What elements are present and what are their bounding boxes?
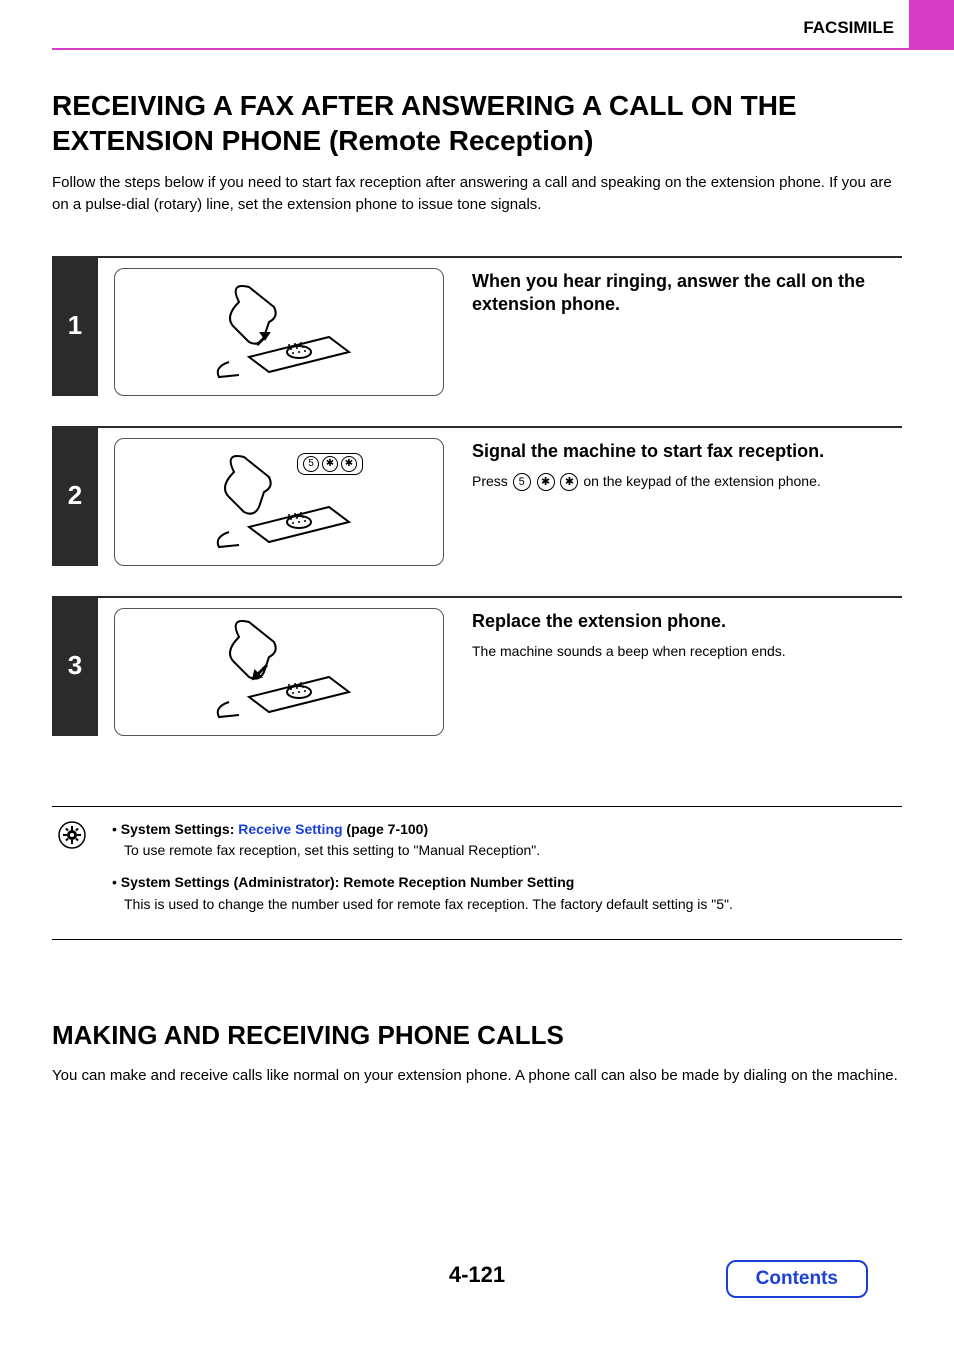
gear-icon-col [52, 819, 92, 926]
step-2-desc-pre: Press [472, 473, 512, 489]
step-2: 2 5 ✱ [52, 426, 902, 566]
step-2-body: 5 ✱ ✱ Signal the machine to start fax re… [98, 426, 902, 566]
step-2-text: Signal the machine to start fax receptio… [472, 438, 902, 566]
system-settings-box: • System Settings: Receive Setting (page… [52, 806, 902, 941]
step-1-body: When you hear ringing, answer the call o… [98, 256, 902, 396]
step-2-desc: Press 5 ✱ ✱ on the keypad of the extensi… [472, 471, 902, 492]
step-3-number: 3 [52, 596, 98, 736]
step-3-body: Replace the extension phone. The machine… [98, 596, 902, 736]
step-3-title: Replace the extension phone. [472, 610, 902, 633]
section-2-body: You can make and receive calls like norm… [52, 1065, 902, 1087]
phone-lift-icon [179, 277, 379, 387]
page-content: RECEIVING A FAX AFTER ANSWERING A CALL O… [0, 0, 954, 1087]
step-3: 3 [52, 596, 902, 736]
inline-key-star-icon: ✱ [537, 473, 555, 491]
settings-item-1: • System Settings: Receive Setting (page… [112, 819, 902, 862]
step-3-desc: The machine sounds a beep when reception… [472, 641, 902, 662]
key-star-icon: ✱ [322, 456, 338, 472]
header-rule [52, 48, 954, 50]
inline-key-star-icon: ✱ [560, 473, 578, 491]
settings-1-pre: System Settings: [121, 821, 238, 837]
phone-replace-icon [179, 617, 379, 727]
settings-2-title: System Settings (Administrator): Remote … [121, 874, 575, 890]
section-2-title: MAKING AND RECEIVING PHONE CALLS [52, 1020, 902, 1051]
step-1-text: When you hear ringing, answer the call o… [472, 268, 902, 396]
step-3-illustration [114, 608, 444, 736]
gear-icon [58, 821, 86, 849]
step-2-illustration: 5 ✱ ✱ [114, 438, 444, 566]
inline-key-5-icon: 5 [513, 473, 531, 491]
intro-text: Follow the steps below if you need to st… [52, 172, 902, 216]
settings-2-sub: This is used to change the number used f… [124, 894, 902, 916]
step-1-illustration [114, 268, 444, 396]
settings-item-2: • System Settings (Administrator): Remot… [112, 872, 902, 915]
section-header: FACSIMILE [803, 18, 894, 38]
step-2-number: 2 [52, 426, 98, 566]
contents-button[interactable]: Contents [726, 1260, 868, 1298]
settings-1-post: (page 7-100) [343, 821, 429, 837]
step-1-number: 1 [52, 256, 98, 396]
settings-1-sub: To use remote fax reception, set this se… [124, 840, 902, 862]
step-2-title: Signal the machine to start fax receptio… [472, 440, 902, 463]
receive-setting-link[interactable]: Receive Setting [238, 821, 342, 837]
step-1: 1 [52, 256, 902, 396]
key-sequence-bubble: 5 ✱ ✱ [297, 453, 363, 475]
key-5-icon: 5 [303, 456, 319, 472]
page-title: RECEIVING A FAX AFTER ANSWERING A CALL O… [52, 88, 902, 158]
section-color-tab [909, 0, 954, 48]
key-star-icon: ✱ [341, 456, 357, 472]
step-3-text: Replace the extension phone. The machine… [472, 608, 902, 736]
step-1-title: When you hear ringing, answer the call o… [472, 270, 902, 317]
step-2-desc-post: on the keypad of the extension phone. [583, 473, 820, 489]
settings-list: • System Settings: Receive Setting (page… [112, 819, 902, 926]
